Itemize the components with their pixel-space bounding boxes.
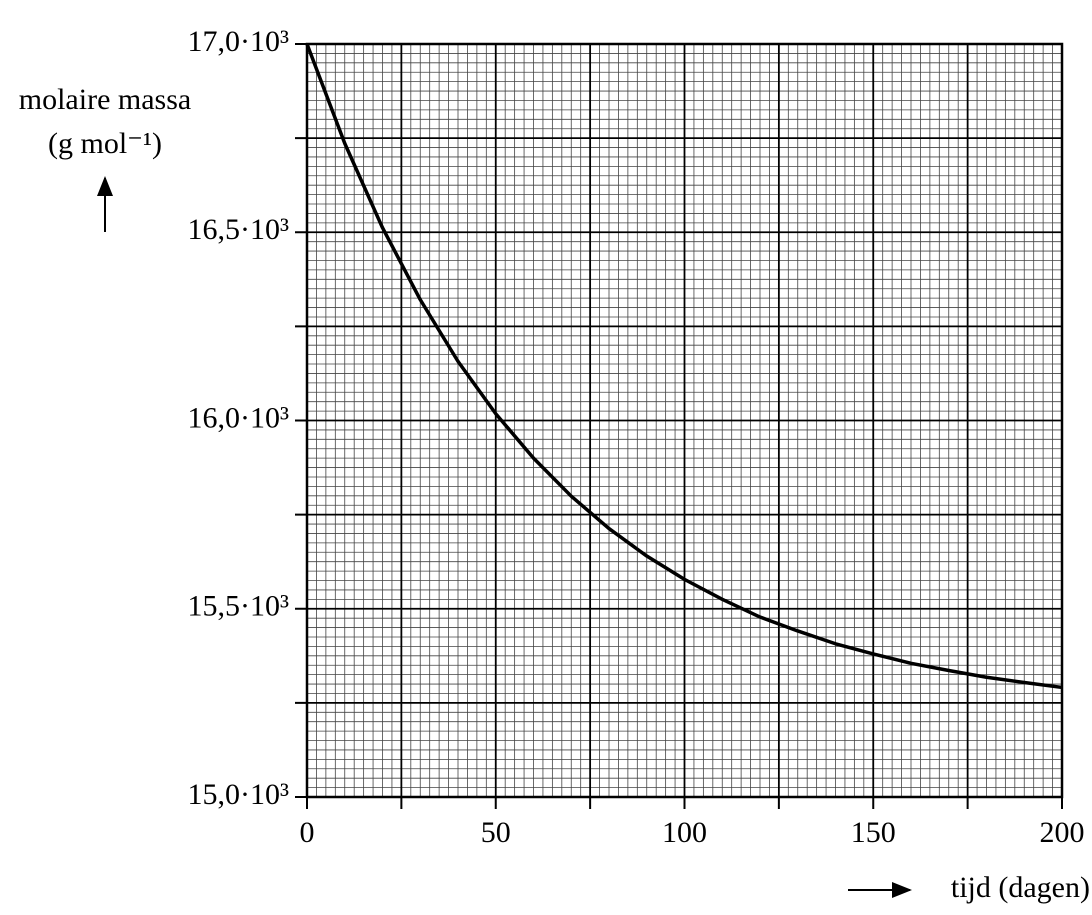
x-tick-label: 150	[851, 816, 896, 849]
y-tick-label: 15,0·10³	[188, 778, 289, 811]
plot-border	[305, 42, 1064, 799]
y-tick-label: 17,0·10³	[188, 25, 289, 58]
x-tick-label: 0	[300, 816, 315, 849]
y-axis-unit: (g mol⁻¹)	[48, 127, 162, 160]
y-axis-label: molaire massa	[19, 83, 191, 116]
x-tick-label: 50	[481, 816, 511, 849]
x-axis-label: tijd (dagen)	[951, 871, 1090, 904]
x-tick-label: 100	[662, 816, 707, 849]
y-tick-label: 16,5·10³	[188, 213, 289, 246]
y-tick-label: 15,5·10³	[188, 590, 289, 623]
x-tick-label: 200	[1040, 816, 1085, 849]
data-line	[305, 43, 1063, 690]
y-tick-label: 16,0·10³	[188, 401, 289, 434]
